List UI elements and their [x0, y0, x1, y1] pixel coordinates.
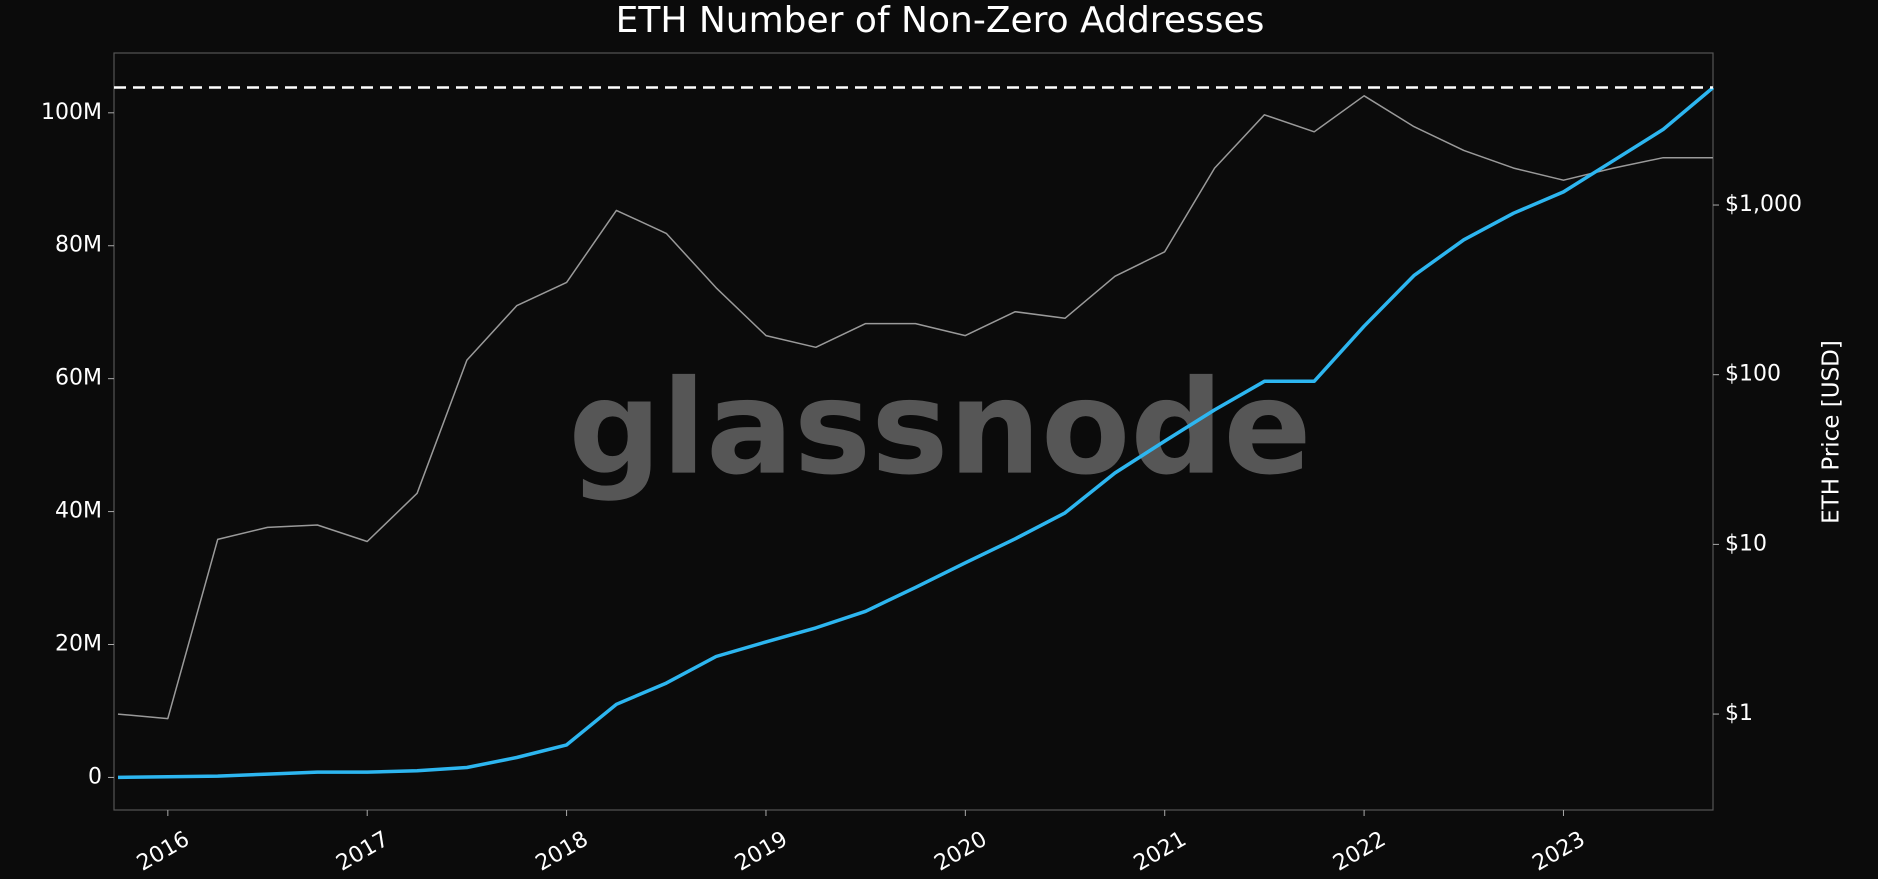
y-tick-label: 0: [88, 764, 102, 789]
y2-tick-label: $1: [1725, 701, 1753, 726]
watermark: glassnode: [568, 352, 1311, 504]
y-tick-label: 60M: [55, 366, 102, 391]
y2-tick-label: $100: [1725, 362, 1781, 387]
plot-frame: [113, 52, 1714, 811]
chart-title: ETH Number of Non-Zero Addresses: [616, 0, 1265, 41]
price-line: [117, 95, 1713, 720]
y-tick-label: 80M: [55, 233, 102, 258]
y-tick-label: 20M: [55, 632, 102, 657]
y2-tick-label: $10: [1725, 531, 1767, 556]
y-tick-label: 100M: [41, 100, 102, 125]
y2-tick-label: $1,000: [1725, 192, 1802, 217]
address-line: [117, 86, 1715, 780]
y2-axis-label: ETH Price [USD]: [1819, 340, 1845, 524]
y-tick-label: 40M: [55, 499, 102, 524]
